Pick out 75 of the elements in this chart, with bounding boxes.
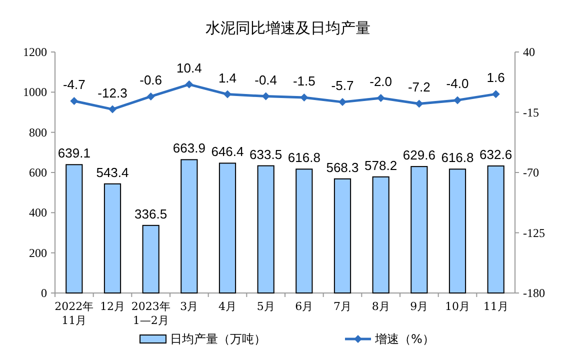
data-label: 639.1 xyxy=(58,146,90,161)
x-tick-label: 2022年 11月 xyxy=(54,300,94,327)
x-tick-label: 12月 xyxy=(100,300,125,313)
y-tick-label: 1200 xyxy=(23,45,47,59)
legend-label: 增速（%） xyxy=(374,332,434,346)
point xyxy=(185,80,194,88)
bar xyxy=(487,165,504,294)
data-label: 629.6 xyxy=(402,148,436,163)
data-label: 543.4 xyxy=(96,164,129,180)
data-label: 633.5 xyxy=(250,146,282,162)
data-label: -12.3 xyxy=(98,85,128,100)
point xyxy=(376,94,385,102)
bar xyxy=(180,159,198,294)
chart-title: 水泥同比增速及日均产量 xyxy=(206,19,370,37)
y2-tick-label: -15 xyxy=(523,105,539,120)
data-label: -7.2 xyxy=(408,80,430,95)
data-label: 1.6 xyxy=(486,70,505,86)
y2-tick-label: -180 xyxy=(523,286,545,300)
x-tick-label: 7月 xyxy=(334,300,352,313)
data-label: -4.7 xyxy=(62,76,86,92)
data-label: 632.6 xyxy=(480,146,512,162)
bar xyxy=(448,168,466,294)
bar xyxy=(334,178,352,294)
y-tick-label: 200 xyxy=(29,246,47,260)
bar xyxy=(66,164,83,294)
x-tick-label: 3月 xyxy=(180,300,198,313)
x-tick-label: 2023年 1—2月 xyxy=(131,300,170,327)
y2-tick-label: 40 xyxy=(523,45,535,59)
data-label: 663.9 xyxy=(172,140,206,156)
point xyxy=(262,92,270,100)
bar xyxy=(296,168,313,294)
bar xyxy=(410,166,428,294)
x-tick-label: 10月 xyxy=(445,300,470,313)
data-label: 616.8 xyxy=(288,150,320,166)
point xyxy=(415,100,424,108)
data-label: -1.5 xyxy=(292,73,316,88)
data-label: -2.0 xyxy=(370,74,392,90)
y-tick-label: 400 xyxy=(29,206,47,220)
y-tick-label: 0 xyxy=(41,286,47,300)
bar xyxy=(142,224,160,294)
x-tick-label: 8月 xyxy=(372,300,390,313)
data-label: 568.3 xyxy=(326,160,359,175)
point xyxy=(146,92,155,100)
point xyxy=(108,105,116,114)
y2-tick-label: -125 xyxy=(523,226,545,240)
point xyxy=(224,90,232,98)
data-label: -5.7 xyxy=(331,78,354,94)
y-tick-label: 800 xyxy=(29,125,47,140)
data-label: 336.5 xyxy=(134,206,168,222)
data-label: 616.8 xyxy=(441,150,474,166)
data-label: 578.2 xyxy=(364,158,398,173)
point xyxy=(70,96,78,105)
x-tick-label: 6月 xyxy=(295,300,314,313)
bar xyxy=(257,165,274,294)
data-label: -0.4 xyxy=(254,72,278,88)
data-label: -0.6 xyxy=(140,72,162,88)
x-tick-label: 11月 xyxy=(483,300,508,313)
data-label: 10.4 xyxy=(176,60,202,76)
legend-label: 日均产量（万吨） xyxy=(170,332,266,346)
x-tick-label: 9月 xyxy=(410,300,428,313)
y-tick-label: 1000 xyxy=(23,85,47,100)
y2-tick-label: -70 xyxy=(523,166,539,180)
x-tick-label: 5月 xyxy=(256,300,275,313)
data-label: -4.0 xyxy=(446,76,469,92)
point xyxy=(492,90,500,98)
data-label: 646.4 xyxy=(211,144,244,160)
point xyxy=(300,93,308,102)
y-tick-label: 600 xyxy=(29,166,47,180)
data-label: 1.4 xyxy=(218,70,237,86)
bar xyxy=(218,162,236,294)
point xyxy=(454,96,462,104)
bar xyxy=(104,183,122,294)
x-tick-label: 4月 xyxy=(218,300,236,313)
bar xyxy=(372,176,390,294)
point xyxy=(338,98,346,106)
